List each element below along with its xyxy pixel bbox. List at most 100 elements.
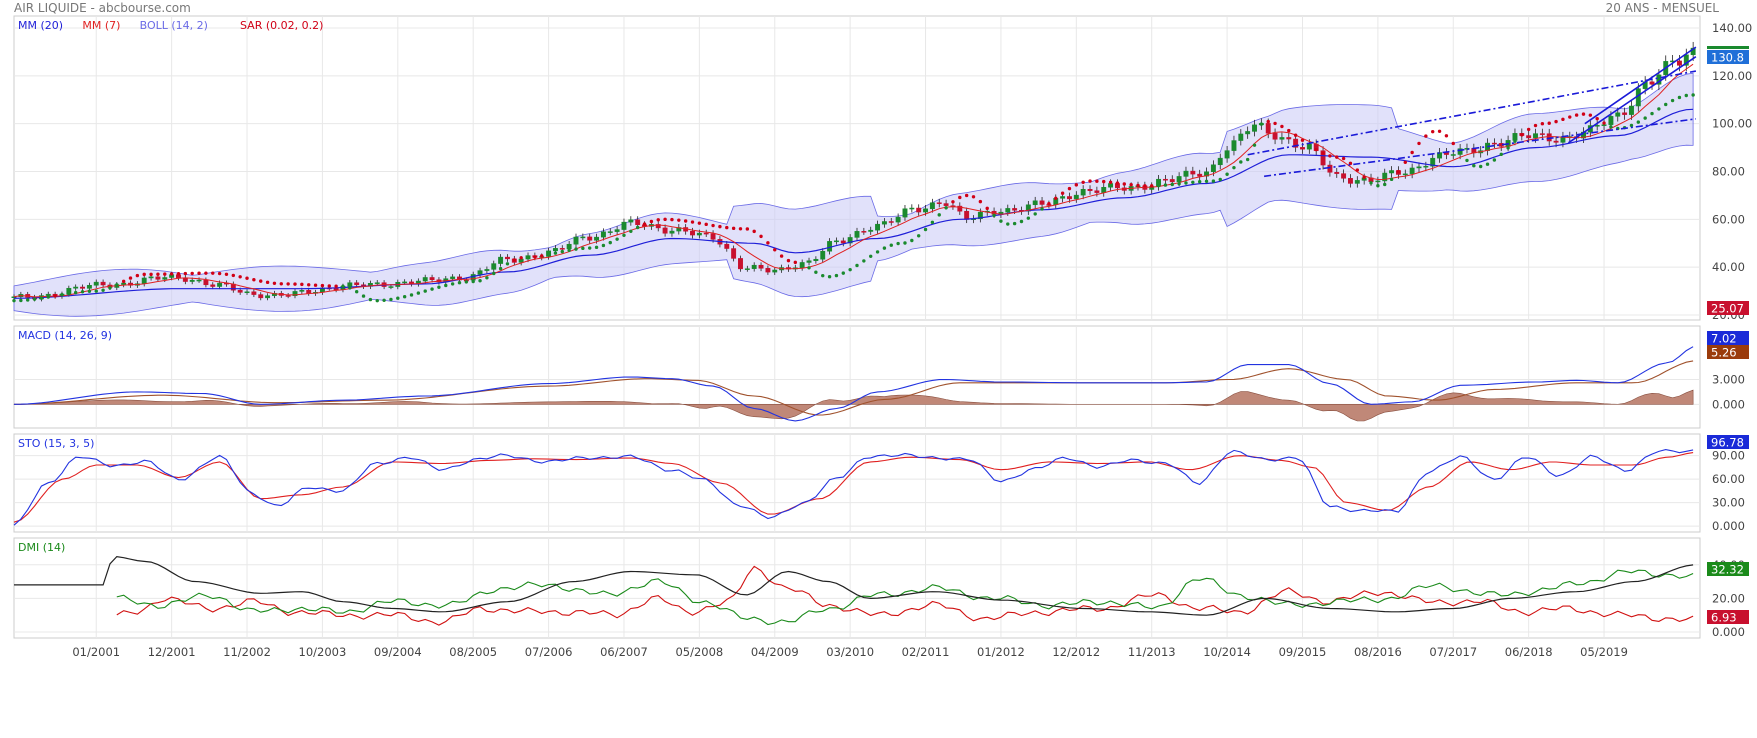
sto-legend-0: STO (15, 3, 5) bbox=[18, 437, 94, 450]
sar-dot bbox=[492, 271, 496, 276]
sar-dot bbox=[80, 290, 85, 294]
sar-dot bbox=[999, 219, 1003, 223]
sar-dot bbox=[437, 285, 441, 289]
sar-dot bbox=[293, 282, 297, 286]
sar-dot bbox=[540, 254, 544, 258]
sar-dot bbox=[677, 218, 681, 222]
sar-dot bbox=[766, 241, 770, 245]
sar-dot bbox=[204, 271, 208, 275]
sar-dot bbox=[307, 283, 311, 287]
candle bbox=[306, 290, 312, 294]
chart-period: 20 ANS - MENSUEL bbox=[1605, 1, 1719, 15]
candle bbox=[1622, 112, 1628, 115]
candle bbox=[155, 276, 161, 280]
chart-title: AIR LIQUIDE - abcbourse.com bbox=[14, 1, 191, 15]
sar-dot bbox=[169, 272, 174, 276]
candle bbox=[827, 241, 833, 252]
candle bbox=[1450, 154, 1456, 156]
sar-dot bbox=[601, 243, 606, 248]
candle bbox=[964, 210, 970, 220]
sar-dot bbox=[327, 284, 331, 288]
candle bbox=[1608, 116, 1614, 125]
sar-dot bbox=[567, 248, 571, 252]
candle bbox=[1162, 178, 1168, 181]
sar-dot bbox=[594, 245, 599, 250]
candle bbox=[1553, 140, 1559, 143]
sar-dot bbox=[1465, 158, 1469, 163]
candle bbox=[354, 282, 360, 286]
sar-dot bbox=[683, 219, 688, 223]
sar-dot bbox=[1054, 196, 1058, 201]
sar-dot bbox=[1218, 177, 1222, 182]
candle bbox=[559, 248, 565, 250]
sar-dot bbox=[1424, 134, 1428, 138]
x-tick-label: 11/2013 bbox=[1128, 645, 1176, 659]
candle bbox=[696, 232, 702, 236]
sar-dot bbox=[1362, 175, 1366, 179]
sar-dot bbox=[964, 193, 969, 198]
sar-dot bbox=[821, 273, 825, 278]
sar-dot bbox=[313, 283, 318, 287]
sar-dot bbox=[711, 223, 715, 228]
trend-line bbox=[1584, 46, 1697, 125]
candle bbox=[1615, 112, 1621, 117]
sar-dot bbox=[615, 237, 619, 241]
sar-dot bbox=[1314, 147, 1318, 152]
price-ytick: 40.00 bbox=[1712, 260, 1745, 274]
candle bbox=[86, 285, 92, 289]
sar-dot bbox=[1129, 183, 1133, 187]
candle bbox=[854, 231, 860, 238]
sar-dot bbox=[121, 279, 126, 284]
candle bbox=[929, 202, 935, 210]
sar-dot bbox=[1458, 150, 1462, 155]
sar-dot bbox=[238, 275, 242, 279]
sar-dot bbox=[1410, 150, 1414, 155]
sar-dot bbox=[1554, 119, 1558, 124]
sar-dot bbox=[478, 278, 482, 283]
sar-dot bbox=[1307, 143, 1312, 147]
x-tick-label: 12/2012 bbox=[1052, 645, 1100, 659]
sar-dot bbox=[827, 274, 832, 279]
candle bbox=[1354, 180, 1360, 184]
candle bbox=[141, 277, 147, 284]
sar-dot bbox=[1677, 95, 1682, 100]
x-tick-label: 09/2004 bbox=[374, 645, 422, 659]
candle bbox=[196, 279, 202, 282]
candle bbox=[1601, 124, 1607, 126]
candle bbox=[587, 236, 593, 241]
candle bbox=[1060, 196, 1066, 199]
candle bbox=[210, 284, 216, 287]
candle bbox=[1649, 81, 1655, 85]
sar-dot bbox=[1321, 151, 1325, 155]
sar-dot bbox=[1595, 116, 1599, 121]
candle bbox=[614, 229, 620, 232]
candle bbox=[1293, 138, 1299, 148]
bollinger-band bbox=[13, 72, 1694, 317]
sar-dot bbox=[910, 238, 914, 243]
candle bbox=[1382, 172, 1388, 182]
sar-dot bbox=[814, 270, 818, 274]
sar-dot bbox=[1211, 179, 1216, 183]
candle bbox=[1012, 208, 1018, 211]
sar-dot bbox=[430, 287, 434, 291]
sar-dot bbox=[635, 225, 640, 230]
sar-dot bbox=[341, 284, 345, 288]
sar-dot bbox=[978, 199, 983, 204]
sar-dot bbox=[46, 295, 50, 299]
sar-dot bbox=[375, 298, 379, 303]
candle bbox=[1231, 140, 1237, 151]
macd-ytick: 0.000 bbox=[1712, 397, 1745, 411]
sar-dot bbox=[149, 272, 153, 277]
candle bbox=[1169, 179, 1175, 183]
trend-line bbox=[1567, 56, 1697, 144]
sar-dot bbox=[190, 271, 194, 276]
candle bbox=[1512, 133, 1518, 141]
candle bbox=[1108, 183, 1114, 188]
sar-dot bbox=[937, 213, 941, 217]
sar-dot bbox=[224, 272, 229, 277]
sar-dot bbox=[402, 295, 407, 299]
sar-dot bbox=[1040, 207, 1044, 211]
sar-dot bbox=[450, 282, 455, 286]
mm7-line bbox=[13, 63, 1694, 298]
